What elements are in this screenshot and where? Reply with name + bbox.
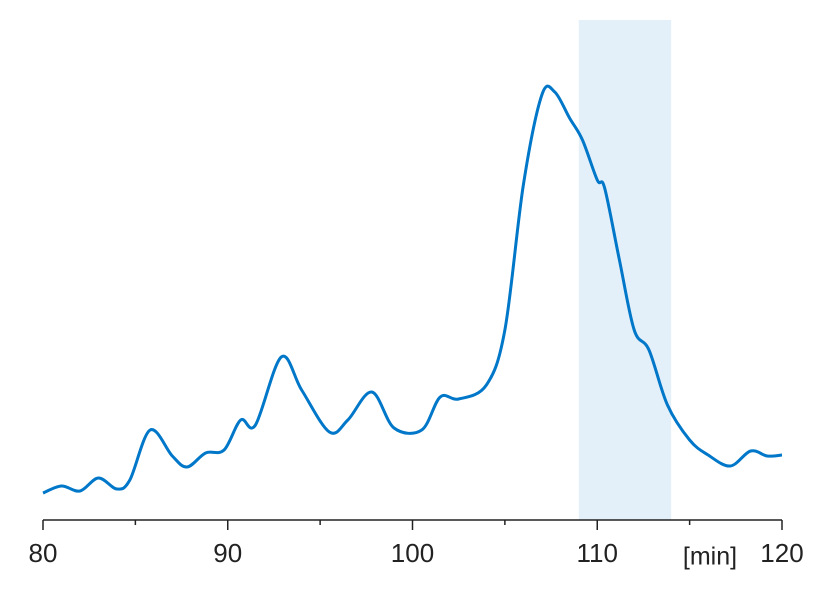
x-tick-label: 80 (29, 538, 58, 568)
x-axis-label: [min] (683, 543, 737, 571)
x-tick-label: 110 (577, 538, 618, 568)
x-tick-label: 90 (213, 538, 242, 568)
x-tick-label: 120 (760, 538, 803, 568)
highlight-band (578, 20, 672, 520)
line-series (42, 84, 783, 495)
x-tick-label: 100 (391, 538, 434, 568)
